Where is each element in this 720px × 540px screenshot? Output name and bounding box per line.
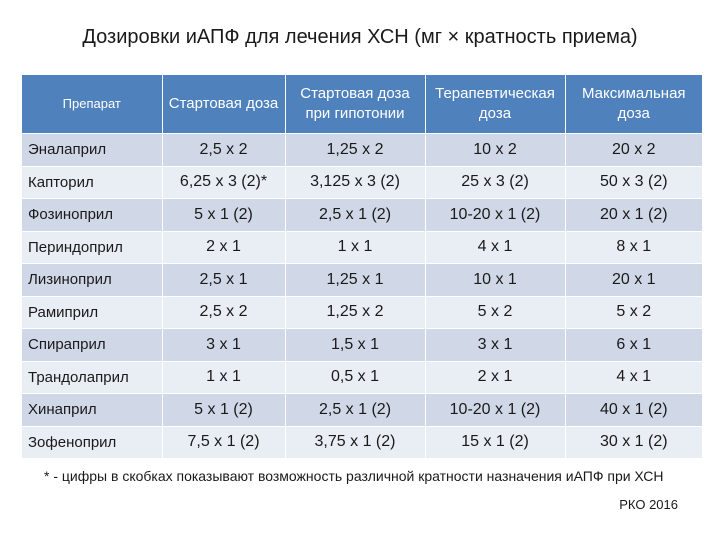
drug-name-cell: Трандолаприл: [22, 360, 163, 394]
dose-cell: 10 х 1: [425, 263, 566, 296]
dose-cell: 5 х 1 (2): [162, 198, 286, 231]
header-cell-start-dose-hypotension: Стартовая доза при гипотонии: [285, 75, 426, 134]
table-row: Фозиноприл 5 х 1 (2) 2,5 х 1 (2) 10-20 х 1 …: [22, 198, 702, 231]
dose-cell: 2,5 х 1 (2): [285, 393, 426, 426]
dose-cell: 15 х 1 (2): [425, 425, 566, 458]
header-cell-therapeutic-dose: Терапевтическая доза: [425, 75, 566, 134]
dose-cell: 5 х 2: [565, 295, 702, 329]
dose-cell: 2,5 х 2: [162, 295, 286, 329]
dose-cell: 20 х 1 (2): [565, 198, 702, 231]
dose-cell: 0,5 х 1: [285, 360, 426, 394]
drug-name-cell: Спираприл: [22, 328, 163, 361]
dose-cell: 10-20 х 1 (2): [425, 198, 566, 231]
dose-cell: 2 х 1: [425, 360, 566, 394]
dose-cell: 5 х 2: [425, 295, 566, 329]
dose-cell: 2 х 1: [162, 230, 286, 264]
table-row: Капторил 6,25 х 3 (2)* 3,125 х 3 (2) 25 х 3…: [22, 165, 702, 199]
footnote: * - цифры в скобках показывают возможнос…: [44, 468, 664, 484]
dose-cell: 4 х 1: [425, 230, 566, 264]
header-cell-drug: Препарат: [22, 75, 163, 134]
table-row: Зофеноприл 7,5 х 1 (2) 3,75 х 1 (2) 15 х 1 …: [22, 425, 702, 458]
dose-cell: 1,25 х 1: [285, 263, 426, 296]
drug-name-cell: Хинаприл: [22, 393, 163, 426]
dose-cell: 6 х 1: [565, 328, 702, 361]
table-row: Эналаприл 2,5 х 2 1,25 х 2 10 х 2 20 х 2: [22, 133, 702, 166]
dose-cell: 50 х 3 (2): [565, 165, 702, 199]
dose-cell: 10-20 х 1 (2): [425, 393, 566, 426]
drug-name-cell: Зофеноприл: [22, 425, 163, 458]
dose-cell: 1,25 х 2: [285, 295, 426, 329]
header-cell-start-dose: Стартовая доза: [162, 75, 286, 134]
dose-cell: 3,125 х 3 (2): [285, 165, 426, 199]
dose-cell: 3,75 х 1 (2): [285, 425, 426, 458]
dose-cell: 30 х 1 (2): [565, 425, 702, 458]
drug-name-cell: Рамиприл: [22, 295, 163, 329]
dose-cell: 8 х 1: [565, 230, 702, 264]
table-body: Эналаприл 2,5 х 2 1,25 х 2 10 х 2 20 х 2 Капт…: [22, 133, 702, 458]
dose-cell: 2,5 х 1 (2): [285, 198, 426, 231]
dose-cell: 4 х 1: [565, 360, 702, 394]
dose-cell: 2,5 х 2: [162, 133, 286, 166]
source-label: РКО 2016: [619, 497, 678, 512]
dose-cell: 1,5 х 1: [285, 328, 426, 361]
dose-cell: 6,25 х 3 (2)*: [162, 165, 286, 199]
drug-name-cell: Капторил: [22, 165, 163, 199]
table-header-row: Препарат Стартовая доза Стартовая доза п…: [22, 75, 702, 134]
dose-cell: 20 х 2: [565, 133, 702, 166]
dose-cell: 1,25 х 2: [285, 133, 426, 166]
dosage-table: Препарат Стартовая доза Стартовая доза п…: [22, 75, 702, 458]
header-cell-max-dose: Максимальная доза: [565, 75, 702, 134]
dose-cell: 10 х 2: [425, 133, 566, 166]
dose-cell: 25 х 3 (2): [425, 165, 566, 199]
dose-cell: 5 х 1 (2): [162, 393, 286, 426]
drug-name-cell: Эналаприл: [22, 133, 163, 166]
drug-name-cell: Лизиноприл: [22, 263, 163, 296]
drug-name-cell: Фозиноприл: [22, 198, 163, 231]
page-title: Дозировки иАПФ для лечения ХСН (мг × кра…: [82, 26, 638, 48]
dose-cell: 1 х 1: [162, 360, 286, 394]
dose-cell: 1 х 1: [285, 230, 426, 264]
table-row: Хинаприл 5 х 1 (2) 2,5 х 1 (2) 10-20 х 1 (2…: [22, 393, 702, 426]
drug-name-cell: Периндоприл: [22, 230, 163, 264]
dose-cell: 3 х 1: [425, 328, 566, 361]
dose-cell: 40 х 1 (2): [565, 393, 702, 426]
dose-cell: 2,5 х 1: [162, 263, 286, 296]
dose-cell: 7,5 х 1 (2): [162, 425, 286, 458]
dose-cell: 3 х 1: [162, 328, 286, 361]
dose-cell: 20 х 1: [565, 263, 702, 296]
table-row: Лизиноприл 2,5 х 1 1,25 х 1 10 х 1 20 х 1: [22, 263, 702, 296]
